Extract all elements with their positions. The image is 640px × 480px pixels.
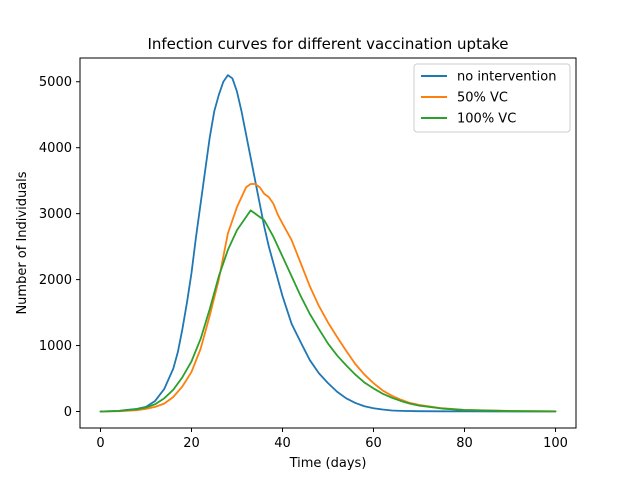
legend-box xyxy=(413,63,571,133)
y-tick-label-0: 0 xyxy=(64,405,72,420)
y-tick-label-1: 1000 xyxy=(39,339,72,354)
x-axis-label: Time (days) xyxy=(289,456,367,471)
x-tick-label-2: 40 xyxy=(274,436,291,451)
series-line-0 xyxy=(99,74,557,413)
y-tick-label-2: 2000 xyxy=(39,273,72,288)
y-axis-label: Number of Individuals xyxy=(15,171,30,314)
x-tick-label-1: 20 xyxy=(183,436,200,451)
series-layer xyxy=(99,74,557,413)
y-tick-label-4: 4000 xyxy=(39,141,72,156)
legend-label-2: 100% VC xyxy=(457,112,516,127)
x-tick-label-5: 100 xyxy=(543,436,568,451)
y-tick-label-5: 5000 xyxy=(39,75,72,90)
x-tick-label-0: 0 xyxy=(96,436,104,451)
legend-label-0: no intervention xyxy=(457,70,556,85)
y-axis: 0 1000 2000 3000 4000 5000 xyxy=(39,75,80,420)
y-tick-label-3: 3000 xyxy=(39,207,72,222)
chart-title: Infection curves for different vaccinati… xyxy=(147,35,508,53)
x-axis: 0 20 40 60 80 100 xyxy=(96,428,568,451)
x-tick-label-4: 80 xyxy=(456,436,473,451)
x-tick-label-3: 60 xyxy=(365,436,382,451)
series-line-2 xyxy=(99,209,557,413)
series-line-1 xyxy=(99,183,557,413)
legend-label-1: 50% VC xyxy=(457,91,508,106)
legend: no intervention 50% VC 100% VC xyxy=(413,63,571,133)
plot-frame xyxy=(79,57,577,429)
